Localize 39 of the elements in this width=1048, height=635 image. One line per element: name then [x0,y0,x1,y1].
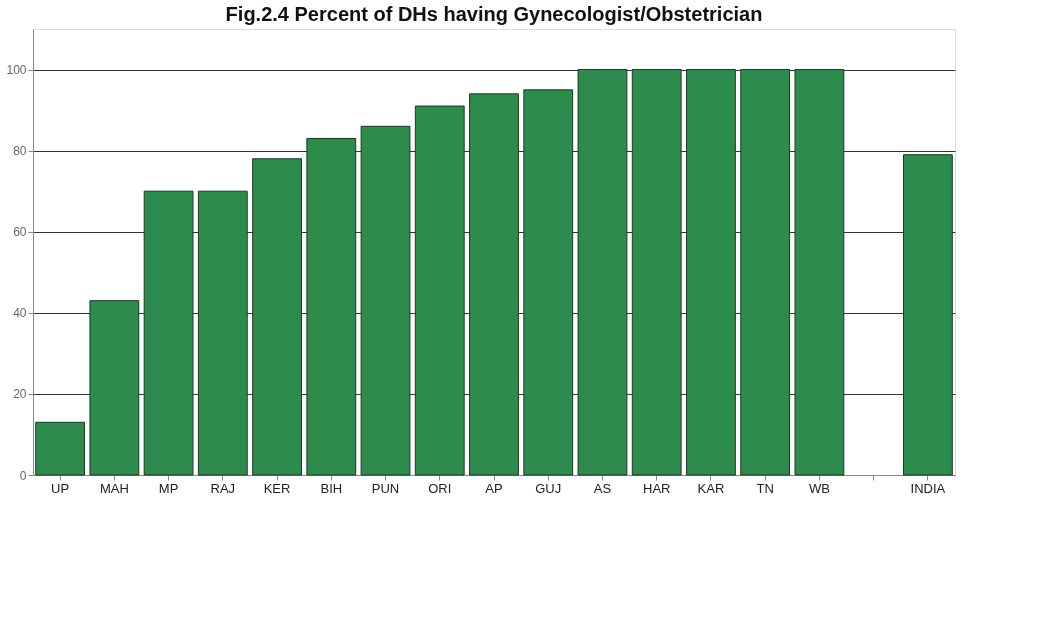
bar [360,125,411,476]
y-tick-label: 80 [13,144,27,159]
bar [794,69,845,476]
bar [35,421,86,476]
bar [523,89,574,476]
x-tick-label: BIH [320,480,343,496]
x-tick-label: GUJ [535,480,562,496]
x-tick-label: KER [263,480,291,496]
x-tick-label: PUN [371,480,400,496]
bar [414,105,465,476]
x-tick-label: RAJ [210,480,236,496]
x-tick-label: MAH [99,480,129,496]
bar [306,137,357,476]
x-tick-label: ORI [428,480,452,496]
bar [197,190,248,476]
bar [902,154,953,476]
x-tick-label: TN [756,480,774,496]
bar [740,69,791,476]
bar [631,69,682,476]
bar [577,69,628,476]
chart-title: Fig.2.4 Percent of DHs having Gynecologist/Obstetrician [225,3,763,25]
x-tick-label: AS [593,480,612,496]
x-tick-label: WB [808,480,830,496]
bar [252,158,302,476]
x-tick-label: UP [51,480,70,496]
x-tick-label: AP [485,480,503,496]
x-tick-label: MP [158,480,179,496]
bar [89,300,140,476]
y-tick-label: 60 [13,225,27,240]
x-tick-label: INDIA [910,480,946,496]
y-tick-label: 0 [19,468,27,483]
bar [469,93,519,476]
x-tick-label: HAR [642,480,671,496]
x-tick-label: KAR [697,480,725,496]
bar [686,69,736,476]
bar [143,190,194,476]
y-tick-label: 100 [6,63,27,78]
y-tick-label: 40 [13,306,27,321]
y-tick-label: 20 [13,387,27,402]
